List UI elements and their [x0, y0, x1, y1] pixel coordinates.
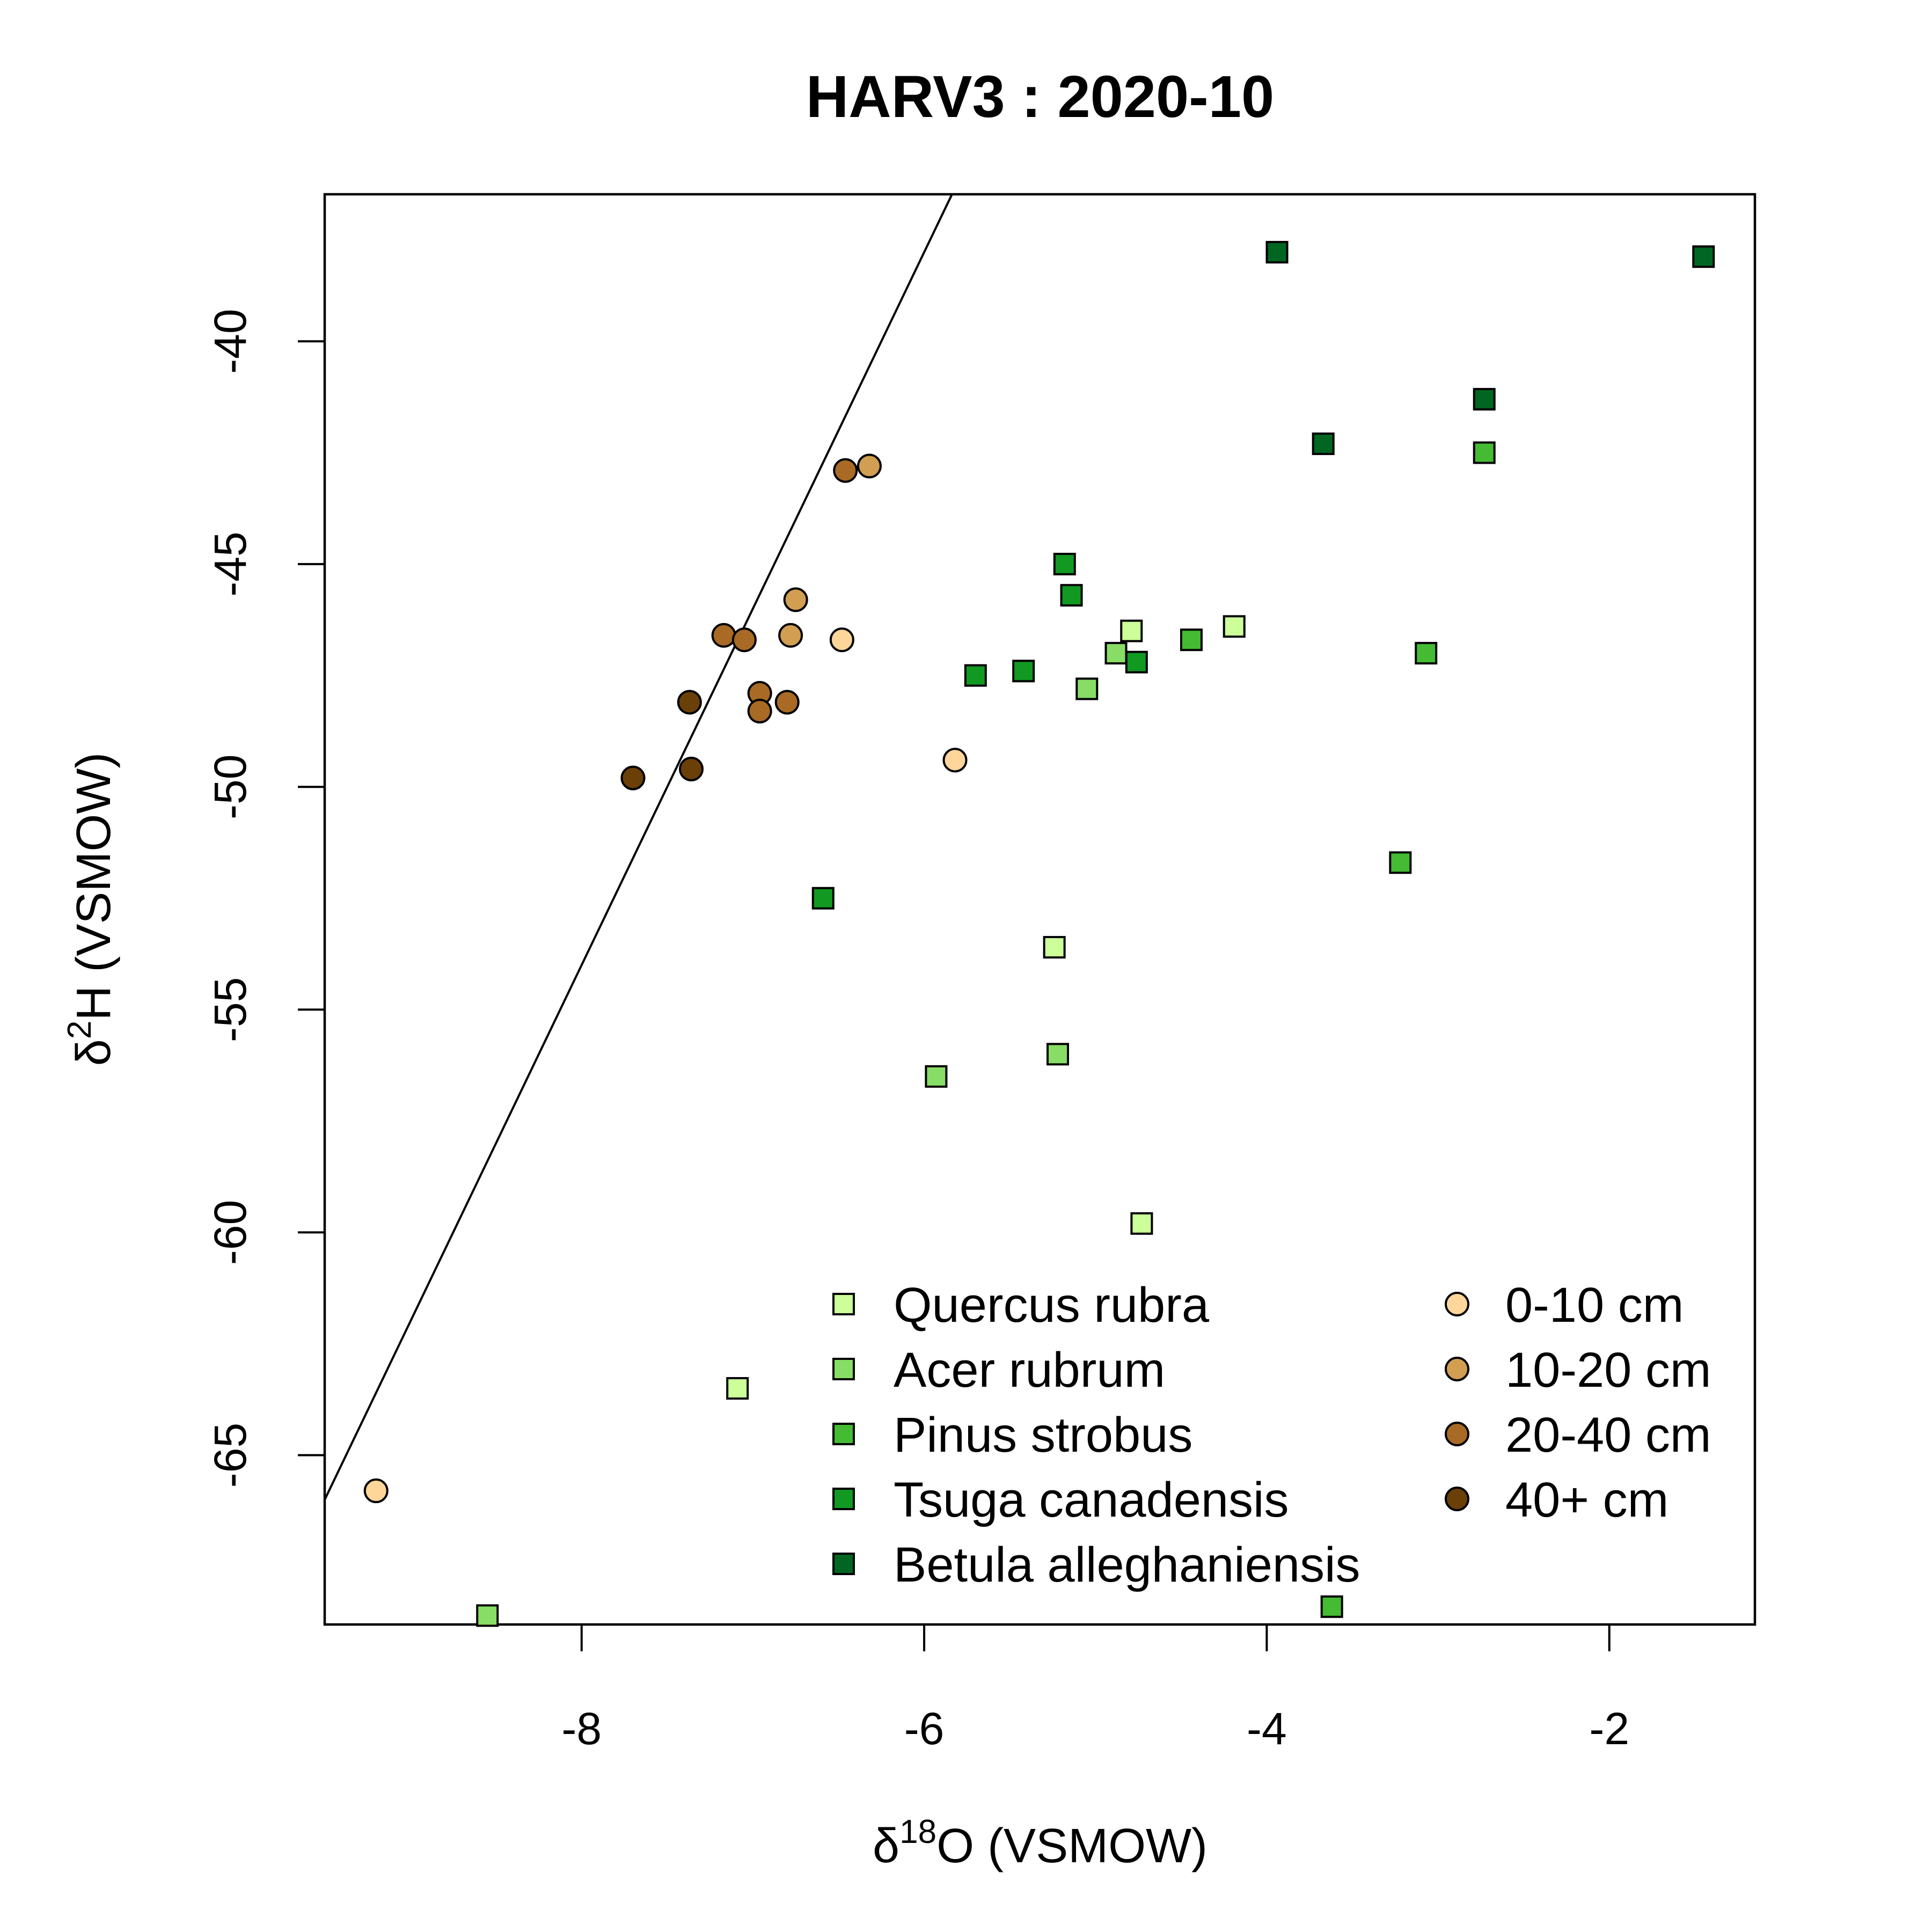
legend-depth-label: 20-40 cm: [1505, 1408, 1711, 1462]
y-tick-label: -45: [205, 531, 255, 596]
species-point: [925, 1065, 948, 1088]
reference-line: [325, 194, 954, 1501]
legend-species-marker: [832, 1488, 855, 1510]
species-point: [1415, 642, 1438, 665]
depth-point: [747, 699, 772, 724]
depth-point: [833, 458, 858, 483]
species-point: [811, 887, 835, 910]
depth-point: [677, 690, 702, 715]
x-tick-label: -2: [1589, 1703, 1629, 1754]
legend-species-label: Tsuga canadensis: [894, 1473, 1289, 1527]
species-point: [1180, 628, 1203, 652]
species-point: [476, 1604, 499, 1627]
depth-point: [778, 623, 803, 648]
legend-depth-label: 10-20 cm: [1505, 1343, 1711, 1397]
y-tick-label: -50: [205, 754, 255, 819]
depth-point: [942, 748, 968, 773]
species-point: [1125, 650, 1148, 674]
x-axis-label: δ18O (VSMOW): [873, 1813, 1208, 1873]
species-point: [1012, 660, 1035, 683]
y-axis-label: δ2H (VSMOW): [61, 752, 121, 1066]
x-tick-label: -6: [904, 1703, 945, 1754]
species-point: [726, 1377, 749, 1400]
species-point: [1473, 441, 1496, 464]
depth-point: [857, 453, 882, 479]
y-tick-label: -40: [205, 309, 255, 374]
y-tick-label: -65: [205, 1423, 255, 1488]
depth-point: [363, 1478, 389, 1503]
species-point: [1060, 584, 1083, 607]
legend: Quercus rubra Acer rubrum Pinus strobus Tsu…: [832, 1278, 1711, 1592]
species-point: [1046, 1043, 1070, 1066]
species-point: [1120, 619, 1143, 642]
species-point: [1075, 677, 1099, 700]
species-point: [1473, 387, 1496, 411]
legend-depth-marker: [1445, 1487, 1469, 1511]
species-point: [1043, 936, 1066, 959]
x-tick-label: -4: [1247, 1703, 1287, 1754]
species-point: [1265, 240, 1289, 264]
species-point: [1692, 245, 1715, 268]
species-point: [1312, 432, 1335, 455]
depth-point: [774, 690, 800, 715]
legend-species-label: Acer rubrum: [894, 1343, 1165, 1397]
depth-point: [829, 627, 854, 653]
legend-species-label: Betula alleghaniensis: [894, 1538, 1360, 1592]
species-point: [1389, 851, 1412, 874]
depth-point: [731, 627, 757, 653]
legend-species-marker: [832, 1358, 855, 1380]
x-tick-label: -8: [561, 1703, 602, 1754]
legend-species-label: Quercus rubra: [894, 1278, 1210, 1333]
species-point: [1130, 1212, 1153, 1235]
chart-title: HARV3 : 2020-10: [806, 64, 1274, 130]
depth-point: [620, 765, 646, 791]
depth-point: [783, 587, 808, 612]
legend-species-label: Pinus strobus: [894, 1408, 1192, 1462]
data-points: [363, 240, 1715, 1627]
y-axis: -40 -45 -50 -55 -60 -65: [205, 309, 326, 1488]
y-tick-label: -55: [205, 977, 255, 1042]
legend-depth-label: 0-10 cm: [1505, 1278, 1684, 1333]
depth-point: [711, 623, 736, 648]
legend-depth-label: 40+ cm: [1505, 1473, 1668, 1527]
species-point: [1053, 553, 1076, 576]
species-point: [1320, 1595, 1343, 1618]
x-axis: -8 -6 -4 -2: [561, 1623, 1629, 1754]
species-point: [964, 664, 987, 687]
legend-depth-marker: [1445, 1292, 1469, 1316]
legend-species-marker: [832, 1423, 855, 1445]
species-point: [1223, 615, 1246, 638]
legend-depth-marker: [1445, 1422, 1469, 1446]
depth-point: [679, 756, 704, 781]
legend-species-marker: [832, 1553, 855, 1575]
species-point: [1104, 642, 1128, 665]
legend-depth-marker: [1445, 1357, 1469, 1381]
y-tick-label: -60: [205, 1200, 255, 1265]
legend-species-marker: [832, 1293, 855, 1315]
